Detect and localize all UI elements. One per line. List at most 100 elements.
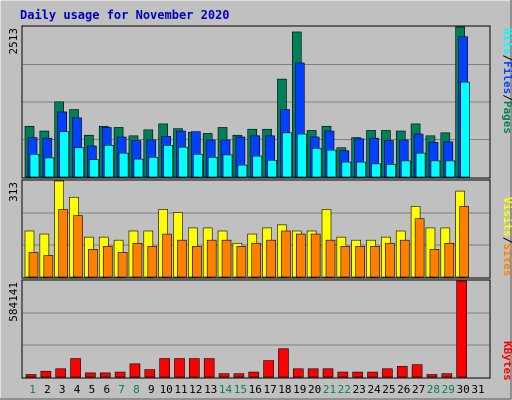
x-label-day-18: 18 bbox=[278, 383, 291, 396]
legend-sep-3: / bbox=[501, 237, 512, 244]
hits-bar-day-25 bbox=[386, 164, 396, 178]
middle-legend: Visits/Sites bbox=[501, 197, 512, 277]
hits-bar-day-27 bbox=[415, 152, 426, 178]
x-label-day-14: 14 bbox=[219, 383, 233, 396]
hits-bar-day-2 bbox=[44, 157, 55, 178]
hits-bar-day-6 bbox=[103, 145, 114, 178]
x-label-day-28: 28 bbox=[427, 383, 440, 396]
sites-bar-day-1 bbox=[28, 252, 39, 278]
legend-hits: Hits bbox=[501, 28, 512, 55]
hits-bar-day-8 bbox=[133, 158, 144, 178]
x-label-day-2: 2 bbox=[44, 383, 51, 396]
x-label-day-15: 15 bbox=[234, 383, 247, 396]
kbytes-bar-day-10 bbox=[159, 358, 170, 378]
top-panel-frame bbox=[21, 25, 491, 179]
hits-bar-day-13 bbox=[207, 157, 218, 178]
hits-bar-day-4 bbox=[74, 147, 84, 178]
bottom-y-max-label: 584141 bbox=[7, 282, 20, 322]
sites-bar-day-20 bbox=[310, 233, 321, 278]
hits-bar-day-9 bbox=[148, 157, 159, 178]
hits-bar-day-10 bbox=[163, 145, 173, 178]
x-label-day-19: 19 bbox=[293, 383, 306, 396]
x-label-day-13: 13 bbox=[204, 383, 217, 396]
sites-bar-day-4 bbox=[73, 215, 83, 278]
kbytes-bar-day-15 bbox=[233, 373, 245, 378]
kbytes-bar-day-11 bbox=[174, 358, 185, 378]
sites-bar-day-6 bbox=[102, 246, 113, 278]
hits-bar-day-7 bbox=[118, 152, 129, 178]
sites-bar-day-15 bbox=[236, 246, 247, 278]
bars bbox=[24, 26, 470, 378]
sites-bar-day-7 bbox=[117, 252, 128, 278]
kbytes-bar-day-19 bbox=[292, 368, 304, 378]
kbytes-bar-day-13 bbox=[203, 358, 215, 378]
sites-bar-day-3 bbox=[58, 209, 69, 278]
legend-sites: Sites bbox=[501, 243, 512, 276]
legend-sep-2: / bbox=[501, 94, 512, 101]
x-label-day-12: 12 bbox=[189, 383, 202, 396]
kbytes-bar-day-30 bbox=[456, 280, 467, 378]
x-label-day-20: 20 bbox=[308, 383, 321, 396]
kbytes-bar-day-24 bbox=[367, 371, 378, 378]
legend-pages: Pages bbox=[501, 101, 512, 134]
x-axis-labels: 1 2 3 4 5 6 7 8 9 10 11 12 13 14 15 16 17 18 19 20 21 22 23 24 2… bbox=[29, 383, 484, 396]
bottom-legend: KBytes bbox=[501, 341, 512, 381]
sites-bar-day-21 bbox=[325, 239, 336, 278]
sites-bar-day-18 bbox=[281, 230, 291, 278]
kbytes-bar-day-17 bbox=[263, 360, 274, 378]
legend-files: Files bbox=[501, 61, 512, 94]
sites-bar-day-17 bbox=[266, 239, 276, 278]
hits-bar-day-12 bbox=[193, 154, 203, 178]
sites-bar-day-29 bbox=[444, 242, 455, 278]
sites-bar-day-16 bbox=[251, 242, 262, 278]
kbytes-bar-day-25 bbox=[382, 368, 393, 378]
kbytes-bar-day-28 bbox=[426, 374, 438, 378]
kbytes-bar-day-12 bbox=[189, 358, 200, 378]
kbytes-bar-day-8 bbox=[129, 363, 141, 378]
hits-bar-day-19 bbox=[296, 133, 307, 178]
sites-bar-day-5 bbox=[88, 249, 98, 278]
x-label-day-31: 31 bbox=[471, 383, 484, 396]
kbytes-bar-day-7 bbox=[114, 371, 126, 378]
sites-bar-day-2 bbox=[43, 255, 54, 278]
kbytes-bar-day-23 bbox=[352, 371, 364, 378]
hits-bar-day-18 bbox=[282, 132, 292, 178]
x-label-day-30: 30 bbox=[456, 383, 469, 396]
x-label-day-7: 7 bbox=[118, 383, 125, 396]
kbytes-bar-day-5 bbox=[85, 372, 96, 378]
kbytes-bar-day-29 bbox=[441, 373, 453, 378]
x-label-day-5: 5 bbox=[89, 383, 96, 396]
kbytes-bar-day-18 bbox=[278, 348, 289, 378]
x-label-day-24: 24 bbox=[367, 383, 381, 396]
hits-bar-day-23 bbox=[356, 161, 367, 178]
x-label-day-8: 8 bbox=[133, 383, 140, 396]
kbytes-bar-day-16 bbox=[248, 371, 260, 378]
kbytes-bar-day-6 bbox=[99, 372, 111, 378]
x-label-day-27: 27 bbox=[412, 383, 425, 396]
sites-bar-day-14 bbox=[221, 239, 232, 278]
middle-y-max-label: 313 bbox=[7, 182, 20, 202]
sites-bar-day-26 bbox=[399, 239, 410, 278]
x-label-day-25: 25 bbox=[382, 383, 395, 396]
sites-bar-day-9 bbox=[147, 246, 158, 278]
hits-bar-day-16 bbox=[252, 155, 263, 178]
x-label-day-3: 3 bbox=[59, 383, 66, 396]
kbytes-bar-day-9 bbox=[144, 369, 156, 378]
sites-bar-day-24 bbox=[370, 246, 380, 278]
x-label-day-17: 17 bbox=[263, 383, 276, 396]
x-label-day-22: 22 bbox=[338, 383, 351, 396]
kbytes-bar-day-26 bbox=[396, 366, 408, 378]
x-label-day-16: 16 bbox=[249, 383, 262, 396]
sites-bar-day-28 bbox=[429, 249, 440, 278]
hits-bar-day-3 bbox=[59, 131, 70, 178]
sites-bar-day-10 bbox=[162, 233, 172, 278]
hits-bar-day-21 bbox=[326, 149, 337, 178]
top-y-max-label: 2513 bbox=[7, 28, 20, 55]
legend-sep-1: / bbox=[501, 55, 512, 62]
sites-bar-day-22 bbox=[340, 246, 351, 278]
top-legend: Hits/Files/Pages bbox=[501, 28, 512, 134]
x-label-day-4: 4 bbox=[74, 383, 81, 396]
